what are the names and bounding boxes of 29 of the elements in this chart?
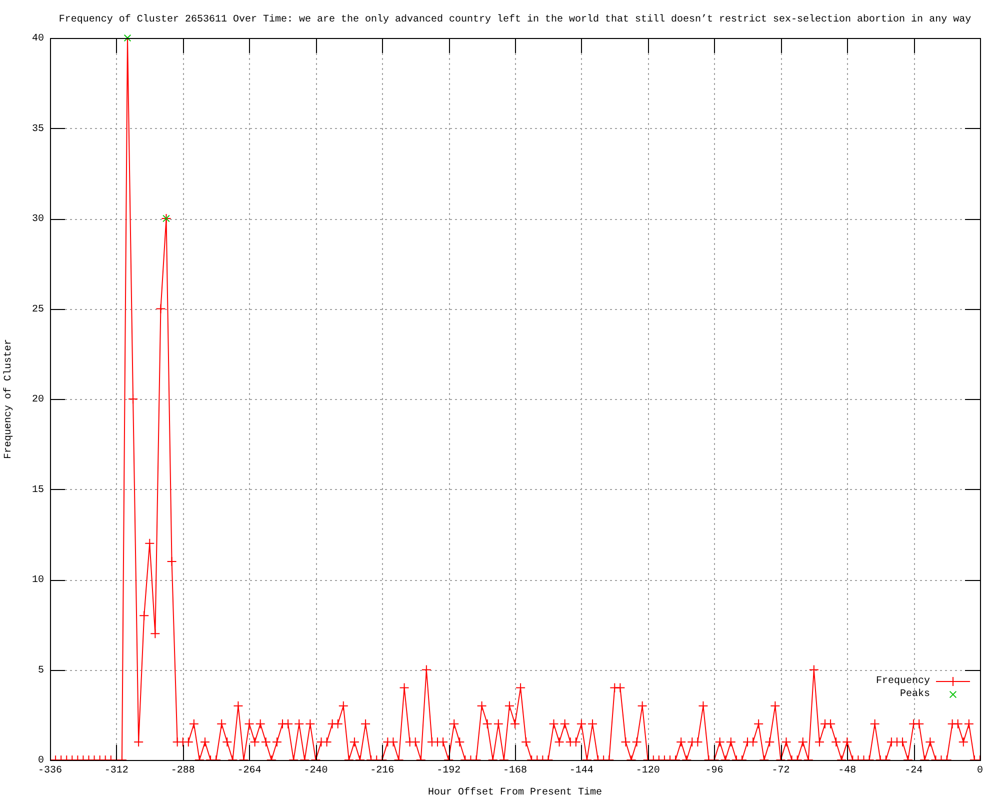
- x-tick-label: -288: [170, 766, 195, 777]
- y-tick-label: 35: [32, 124, 44, 135]
- y-tick-label: 5: [38, 665, 44, 676]
- x-axis-title: Hour Offset From Present Time: [428, 786, 602, 799]
- y-tick-label: 15: [32, 484, 44, 496]
- legend-label: Peaks: [900, 688, 930, 700]
- y-tick-label: 20: [32, 394, 44, 406]
- y-tick-label: 25: [32, 304, 44, 316]
- x-tick-label: 0: [976, 766, 984, 777]
- y-tick-label: 40: [32, 34, 44, 45]
- y-tick-label: 30: [32, 214, 44, 226]
- x-tick-label: -48: [838, 766, 856, 777]
- x-tick-label: -336: [38, 766, 62, 777]
- y-tick-label: 0: [38, 756, 44, 767]
- x-tick-label: -120: [636, 766, 660, 777]
- y-tick-label: 10: [32, 575, 44, 586]
- x-tick-label: -72: [772, 766, 790, 777]
- chart-title: Frequency of Cluster 2653611 Over Time: we are the only advanced country left in the world that still doesn’t restrict sex-selection abortion in any way: [58, 14, 972, 26]
- x-tick-label: -168: [502, 766, 528, 777]
- y-axis-title: Frequency of Cluster: [2, 338, 15, 460]
- x-tick-label: -192: [436, 766, 461, 777]
- x-tick-label: -216: [370, 766, 394, 777]
- legend-label: Frequency: [876, 676, 930, 688]
- x-tick-label: -312: [104, 766, 128, 777]
- x-tick-label: -240: [304, 766, 328, 777]
- x-tick-label: -24: [904, 766, 923, 777]
- x-tick-label: -264: [237, 766, 262, 777]
- x-tick-label: -144: [569, 766, 594, 777]
- x-tick-label: -96: [705, 766, 724, 777]
